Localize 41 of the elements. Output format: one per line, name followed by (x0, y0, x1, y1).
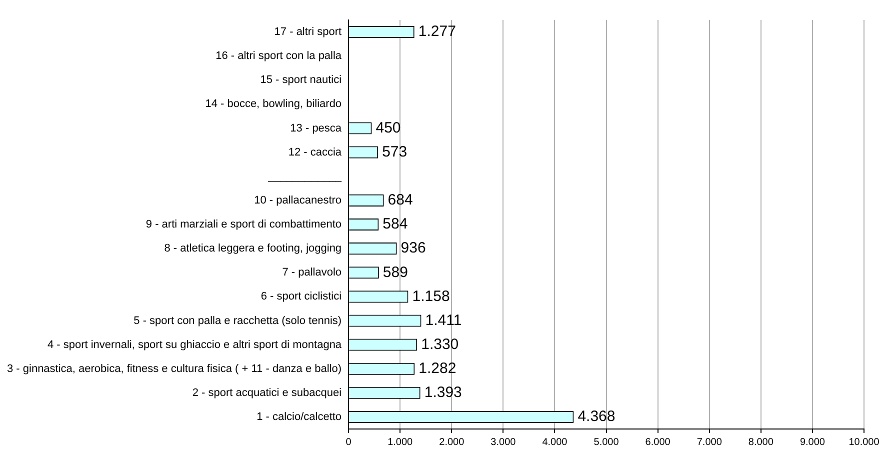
x-tick-label: 2.000 (439, 436, 465, 448)
data-label: 684 (388, 192, 413, 209)
x-tick-label: 1.000 (388, 436, 414, 448)
y-tick-label: 8 - atletica leggera e footing, jogging (164, 242, 342, 255)
y-tick-label: ____________ (267, 170, 342, 182)
y-tick-label: 4 - sport invernali, sport su ghiaccio e altri sport di montagna (47, 338, 342, 351)
y-tick-label: 5 - sport con palla e racchetta (solo tennis) (134, 314, 342, 327)
data-label: 1.277 (418, 23, 456, 40)
y-tick-label: 7 - pallavolo (282, 266, 342, 279)
x-tick-label: 3.000 (490, 436, 516, 448)
y-tick-label: 14 - bocce, bowling, biliardo (205, 98, 342, 110)
y-tick-label: 12 - caccia (288, 146, 342, 158)
x-tick-label: 7.000 (696, 436, 722, 448)
y-tick-label: 9 - arti marziali e sport di combattimento (146, 218, 342, 231)
x-tick-label: 6.000 (645, 436, 671, 448)
data-label: 1.393 (424, 384, 462, 402)
data-label: 936 (400, 240, 426, 257)
y-tick-label: 6 - sport ciclistici (260, 290, 342, 303)
data-label: 1.282 (418, 360, 456, 377)
data-label: 450 (376, 119, 401, 136)
y-tick-label: 16 - altri sport con la palla (216, 50, 342, 62)
y-tick-label: 1 - calcio/calcetto (256, 411, 342, 423)
data-label: 584 (382, 216, 408, 233)
y-tick-label: 3 - ginnastica, aerobica, fitness e cultura fisica ( + 11 - danza e ballo) (6, 362, 342, 375)
y-tick-label: 10 - pallacanestro (254, 194, 342, 206)
x-tick-label: 4.000 (542, 436, 568, 448)
x-tick-label: 8.000 (748, 436, 774, 448)
data-label: 589 (382, 264, 408, 281)
data-label: 1.330 (421, 336, 459, 353)
data-label: 1.158 (412, 288, 450, 305)
y-tick-label: 15 - sport nautici (260, 74, 342, 86)
x-tick-label: 10.000 (848, 436, 880, 448)
data-label: 573 (382, 143, 408, 160)
x-tick-label: 0 (346, 436, 352, 448)
data-label: 4.368 (578, 408, 616, 426)
data-label: 1.411 (425, 312, 462, 329)
x-tick-label: 5.000 (594, 436, 620, 448)
y-tick-label: 2 - sport acquatici e subacquei (192, 386, 342, 399)
y-tick-label: 17 - altri sport (274, 26, 342, 38)
x-tick-label: 9.000 (800, 436, 826, 448)
y-tick-label: 13 - pesca (290, 122, 342, 134)
